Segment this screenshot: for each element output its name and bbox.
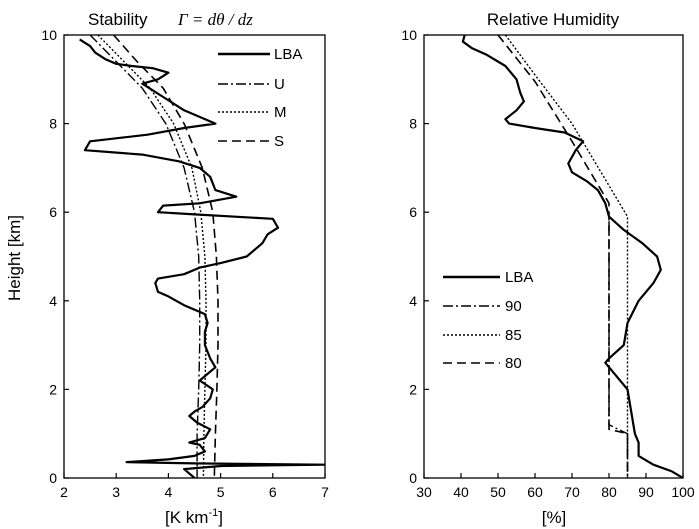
humidity-panel: Relative Humidity [%] 30 40 50 60 70 80 90 100 0… — [401, 10, 694, 527]
stability-plot-frame — [63, 34, 326, 479]
x-tick-label: 4 — [165, 484, 173, 500]
humidity-plot-frame — [423, 34, 684, 479]
y-tick-label: 8 — [409, 116, 417, 132]
legend-label-lba-rh: LBA — [505, 269, 533, 286]
x-tick-label: 90 — [638, 484, 654, 500]
x-tick-label: 6 — [269, 484, 277, 500]
series-line-85 — [504, 35, 629, 478]
y-tick-label: 4 — [409, 293, 417, 309]
stability-ylabel: Height [km] — [5, 215, 24, 301]
stability-panel: Stability Γ = dθ / dz Height [km] [K km-… — [5, 10, 329, 527]
y-tick-label: 4 — [49, 293, 57, 309]
y-tick-label: 6 — [409, 204, 417, 220]
stability-xlabel-main: [K km — [165, 508, 208, 527]
legend-label-s: S — [274, 133, 284, 150]
series-line-lba — [461, 35, 683, 478]
x-tick-label: 60 — [527, 484, 543, 500]
y-tick-label: 0 — [409, 470, 417, 486]
legend-label-m: M — [274, 104, 287, 121]
x-tick-label: 40 — [453, 484, 469, 500]
legend-label-lba: LBA — [274, 46, 302, 63]
stability-legend: LBA U M S — [218, 46, 302, 150]
stability-xlabel-close: ] — [218, 508, 223, 527]
humidity-legend: LBA 90 85 80 — [443, 269, 533, 372]
x-tick-label: 30 — [416, 484, 432, 500]
y-tick-label: 2 — [409, 381, 417, 397]
series-line-s — [113, 35, 219, 478]
series-line-lba — [79, 38, 325, 478]
x-tick-label: 80 — [601, 484, 617, 500]
stability-formula: Γ = dθ / dz — [177, 10, 253, 29]
legend-label-u: U — [274, 76, 285, 93]
x-tick-label: 3 — [112, 484, 120, 500]
y-tick-label: 10 — [41, 27, 57, 43]
y-tick-label: 10 — [401, 27, 417, 43]
y-tick-label: 6 — [49, 204, 57, 220]
series-line-80 — [497, 35, 629, 478]
legend-label-80: 80 — [505, 355, 522, 372]
y-tick-label: 2 — [49, 381, 57, 397]
stability-title: Stability — [88, 10, 148, 29]
stability-series — [79, 35, 325, 478]
legend-label-90: 90 — [505, 298, 522, 315]
series-line-m — [97, 35, 207, 478]
x-tick-label: 7 — [321, 484, 329, 500]
y-tick-label: 0 — [49, 470, 57, 486]
series-line-u — [89, 35, 201, 478]
x-tick-label: 2 — [60, 484, 68, 500]
x-tick-label: 5 — [217, 484, 225, 500]
stability-xlabel-sup: -1 — [208, 507, 218, 519]
y-tick-label: 8 — [49, 116, 57, 132]
humidity-title: Relative Humidity — [487, 10, 620, 29]
x-tick-label: 50 — [490, 484, 506, 500]
x-tick-label: 70 — [564, 484, 580, 500]
legend-label-85: 85 — [505, 327, 522, 344]
humidity-series — [461, 35, 683, 478]
stability-xlabel: [K km-1] — [165, 507, 223, 527]
humidity-xlabel: [%] — [542, 508, 567, 527]
x-tick-label: 100 — [671, 484, 695, 500]
humidity-ticks: 30 40 50 60 70 80 90 100 0 2 4 6 8 10 — [401, 27, 694, 500]
